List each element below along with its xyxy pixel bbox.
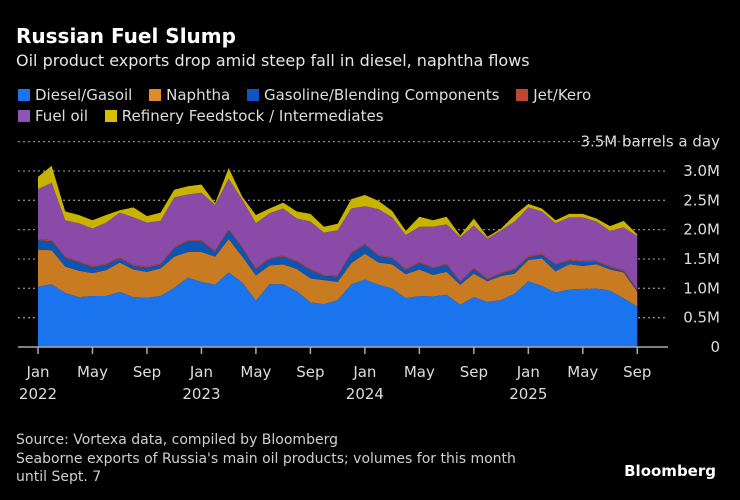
- chart-title: Russian Fuel Slump: [16, 24, 236, 48]
- area-fuel-oil: [38, 178, 638, 289]
- area-naphtha: [38, 239, 638, 307]
- area-diesel-gasoil: [38, 272, 638, 347]
- legend-item-naphtha: Naphtha: [149, 85, 230, 106]
- legend-label: Naphtha: [166, 86, 231, 104]
- bloomberg-logo: Bloomberg: [624, 462, 716, 480]
- legend-swatch: [149, 89, 162, 101]
- legend-swatch: [18, 110, 30, 122]
- x-tick-year-label: 2025: [509, 385, 547, 403]
- y-tick-label: 1.5M: [683, 250, 720, 268]
- y-tick-label: 0: [710, 338, 720, 356]
- x-tick-label: May: [77, 363, 108, 381]
- legend-swatch: [104, 110, 117, 122]
- x-tick-label: May: [240, 363, 271, 381]
- legend-item-diesel: Diesel/Gasoil: [18, 85, 132, 106]
- y-tick-label: 2.5M: [683, 191, 720, 209]
- x-tick-label: Sep: [133, 363, 161, 381]
- x-tick-year-label: 2024: [346, 385, 384, 403]
- y-tick-label: 1.0M: [683, 279, 720, 297]
- x-tick-label: Sep: [296, 363, 324, 381]
- x-tick-label: Jan: [352, 363, 376, 381]
- footnote-line-2: until Sept. 7: [16, 469, 102, 485]
- area-refinery-feedstock-intermediates: [38, 165, 638, 239]
- x-tick-label: May: [404, 363, 435, 381]
- x-tick-label: Jan: [189, 363, 213, 381]
- x-tick-year-label: 2023: [182, 385, 220, 403]
- x-tick-label: Sep: [460, 363, 488, 381]
- y-tick-label: 3.0M: [683, 162, 720, 180]
- x-tick-label: Jan: [25, 363, 49, 381]
- legend-label: Refinery Feedstock / Intermediates: [121, 107, 384, 125]
- y-tick-label: 2.0M: [683, 221, 720, 239]
- legend-item-jet: Jet/Kero: [516, 85, 591, 106]
- legend-item-feedstock: Refinery Feedstock / Intermediates: [104, 106, 384, 127]
- x-tick-label: Jan: [516, 363, 540, 381]
- legend-label: Gasoline/Blending Components: [263, 86, 500, 104]
- legend-label: Fuel oil: [35, 107, 88, 125]
- stacked-area-chart: 0 0.5M 1.0M 1.5M 2.0M 2.5M 3.0M 3.5M barrels a …: [18, 133, 720, 403]
- legend-swatch: [246, 89, 259, 101]
- x-tick-year-label: 2022: [19, 385, 57, 403]
- legend-label: Diesel/Gasoil: [35, 86, 133, 104]
- legend-item-fuel-oil: Fuel oil: [18, 106, 88, 127]
- area-gasoline-blending-components: [38, 230, 638, 292]
- chart-subtitle: Oil product exports drop amid steep fall…: [16, 51, 530, 70]
- legend-label: Jet/Kero: [533, 86, 592, 104]
- legend-swatch: [516, 89, 529, 101]
- y-tick-label: 3.5M barrels a day: [580, 133, 720, 151]
- y-tick-label: 0.5M: [683, 309, 720, 327]
- legend-swatch: [18, 89, 30, 101]
- source-note: Source: Vortexa data, compiled by Bloomb…: [16, 432, 338, 448]
- x-tick-label: May: [567, 363, 598, 381]
- x-tick-label: Sep: [623, 363, 651, 381]
- legend-item-gasoline: Gasoline/Blending Components: [246, 85, 500, 106]
- legend: Diesel/Gasoil Naphtha Gasoline/Blending …: [18, 85, 718, 127]
- footnote-line-1: Seaborne exports of Russia's main oil pr…: [16, 451, 516, 467]
